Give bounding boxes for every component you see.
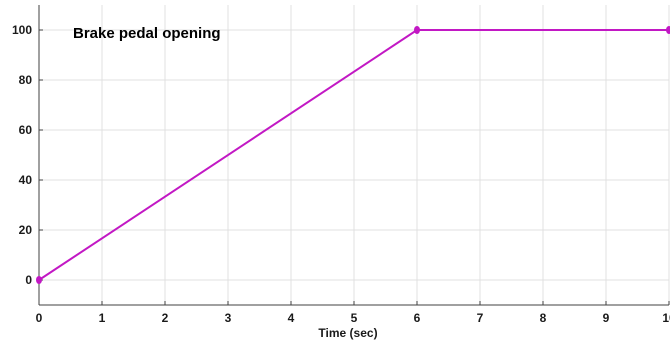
grid xyxy=(38,5,670,305)
x-tick-label: 10 xyxy=(662,311,670,325)
x-tick-label: 4 xyxy=(288,311,295,325)
y-tick-label: 80 xyxy=(19,73,33,87)
y-tick-label: 100 xyxy=(12,23,32,37)
x-tick-label: 3 xyxy=(225,311,232,325)
y-tick-label: 40 xyxy=(19,173,33,187)
data-point-marker xyxy=(414,26,420,34)
y-tick-label: 0 xyxy=(25,273,32,287)
data-point-marker xyxy=(36,276,42,284)
tick-labels: 012345678910020406080100 xyxy=(12,23,670,325)
x-tick-label: 7 xyxy=(477,311,484,325)
y-tick-label: 60 xyxy=(19,123,33,137)
x-tick-label: 1 xyxy=(99,311,106,325)
chart-annotation: Brake pedal opening xyxy=(73,25,221,42)
x-tick-label: 5 xyxy=(351,311,358,325)
x-tick-label: 0 xyxy=(36,311,43,325)
y-tick-label: 20 xyxy=(19,223,33,237)
x-tick-label: 8 xyxy=(540,311,547,325)
x-tick-label: 9 xyxy=(603,311,610,325)
data-point-marker xyxy=(666,26,670,34)
x-axis-label: Time (sec) xyxy=(318,326,377,340)
x-tick-label: 2 xyxy=(162,311,169,325)
series xyxy=(36,26,670,284)
x-tick-label: 6 xyxy=(414,311,421,325)
